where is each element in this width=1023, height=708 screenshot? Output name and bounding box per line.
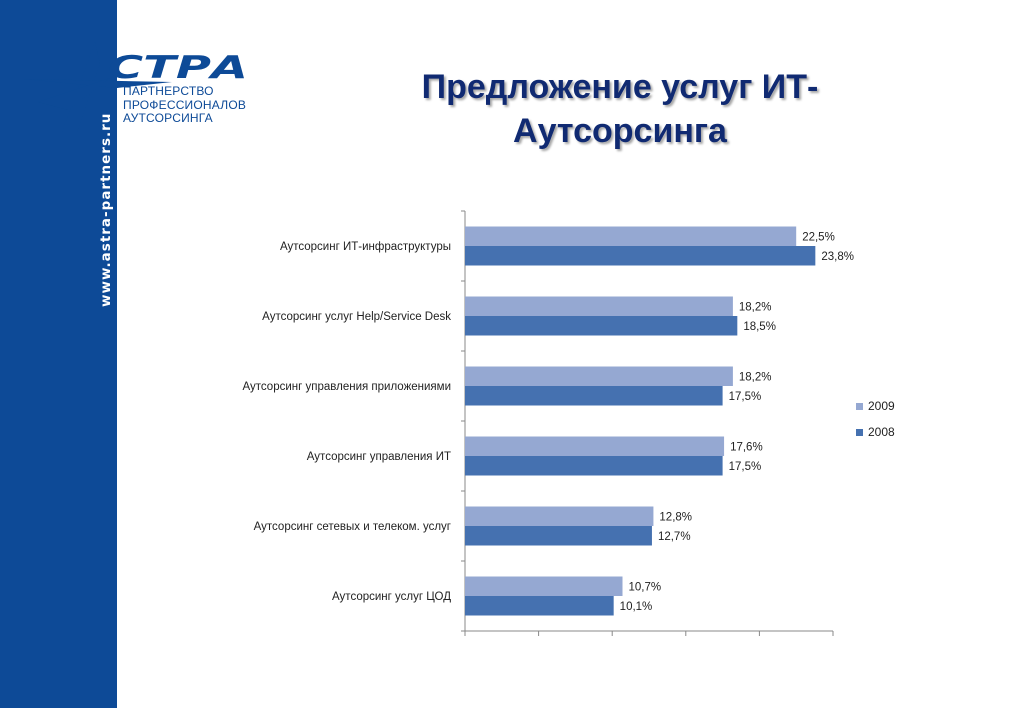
bar-2009: [465, 366, 733, 386]
slide-title: Предложение услуг ИТ- Аутсорсинга: [360, 65, 880, 153]
category-label: Аутсорсинг ИТ-инфраструктуры: [280, 241, 451, 253]
value-label-2009: 22,5%: [802, 231, 835, 243]
bar-2008: [465, 246, 816, 266]
value-label-2008: 23,8%: [821, 251, 854, 263]
star-triangle-icon: [62, 42, 100, 132]
logo-line-2: ПРОФЕССИОНАЛОВ: [123, 97, 247, 112]
category-label: Аутсорсинг услуг Help/Service Desk: [262, 311, 451, 323]
chart-bars: [465, 226, 816, 616]
logo-line-3: АУТСОРСИНГА: [123, 111, 213, 125]
logo-wordmark: СТРА: [108, 50, 248, 86]
value-label-2009: 10,7%: [629, 581, 662, 593]
bar-2009: [465, 226, 797, 246]
bar-2008: [465, 386, 723, 406]
bar-2009: [465, 506, 654, 526]
bar-2009: [465, 436, 725, 456]
value-label-2008: 17,5%: [729, 391, 762, 403]
value-label-2009: 12,8%: [659, 511, 692, 523]
value-label-2008: 10,1%: [620, 601, 653, 613]
bar-2008: [465, 316, 738, 336]
value-label-2009: 18,2%: [739, 301, 772, 313]
bar-2008: [465, 596, 614, 616]
astra-logo: СТРА: [24, 42, 248, 132]
category-label: Аутсорсинг услуг ЦОД: [332, 591, 451, 603]
category-label: Аутсорсинг сетевых и телеком. услуг: [254, 521, 451, 533]
star-ray-bottom-icon: [38, 78, 110, 110]
bar-2009: [465, 576, 623, 596]
legend-label-2008: 2008: [868, 425, 895, 439]
chart-legend: 2009 2008: [856, 399, 895, 439]
bar-2008: [465, 526, 652, 546]
value-label-2009: 17,6%: [730, 441, 763, 453]
category-label: Аутсорсинг управления ИТ: [307, 451, 451, 463]
logo-subtitle: ПАРТНЕРСТВО ПРОФЕССИОНАЛОВ АУТСОРСИНГА: [123, 84, 247, 126]
chart-labels: Аутсорсинг ИТ-инфраструктуры 22,5% 23,8% Ау…: [242, 231, 853, 613]
category-label: Аутсорсинг управления приложениями: [242, 381, 451, 393]
logo-line-1: ПАРТНЕРСТВО: [123, 84, 214, 98]
value-label-2008: 12,7%: [658, 531, 691, 543]
chart-axes: [461, 210, 834, 636]
value-label-2008: 18,5%: [743, 321, 776, 333]
value-label-2008: 17,5%: [729, 461, 762, 473]
legend-swatch-2009: [856, 403, 863, 410]
sidebar: www.astra-partners.ru: [0, 0, 117, 708]
legend-swatch-2008: [856, 429, 863, 436]
bar-2009: [465, 296, 733, 316]
legend-label-2009: 2009: [868, 399, 895, 413]
slide-title-line-2: Аутсорсинга: [513, 112, 727, 150]
slide-title-line-1: Предложение услуг ИТ-: [421, 68, 819, 106]
bar-2008: [465, 456, 723, 476]
value-label-2009: 18,2%: [739, 371, 772, 383]
